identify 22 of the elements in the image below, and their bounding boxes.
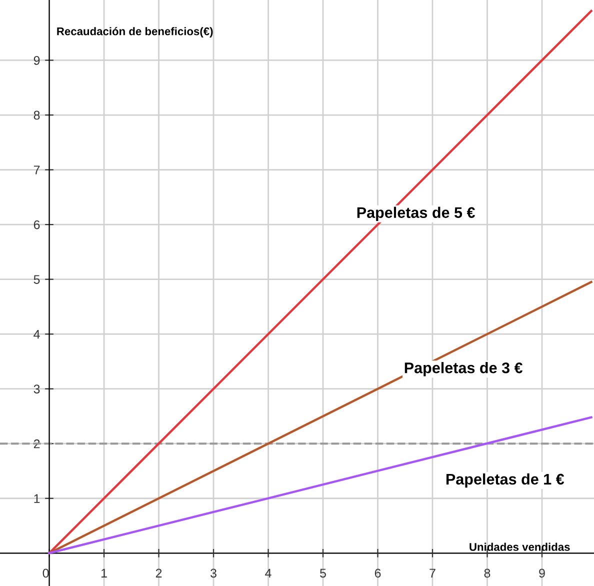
y-tick-label: 7 [34, 166, 40, 174]
x-tick-label: 7 [430, 568, 436, 578]
y-tick-label: 5 [34, 275, 40, 284]
x-tick-label: 1 [101, 568, 107, 578]
y-axis-title: Recaudación de beneficios(€) [57, 27, 213, 38]
series-label: Papeletas de 1 € [446, 473, 564, 488]
x-axis-title: Unidades vendidas [470, 542, 570, 551]
x-tick-label: 9 [539, 568, 545, 578]
series-label: Papeletas de 3 € [404, 362, 523, 376]
y-tick-label: 4 [34, 330, 40, 339]
x-tick-label: 4 [265, 568, 272, 578]
y-tick-label: 1 [34, 494, 40, 503]
series-label: Papeletas de 5 € [357, 206, 475, 222]
x-tick-label: 6 [374, 568, 381, 578]
x-tick-label: 2 [156, 568, 162, 578]
y-tick-label: 9 [34, 56, 40, 65]
x-tick-label: 3 [210, 568, 216, 578]
y-tick-label: 6 [34, 220, 40, 230]
y-tick-label: 3 [34, 384, 40, 394]
x-tick-label: 8 [484, 568, 490, 578]
x-tick-label: 5 [320, 568, 326, 578]
y-tick-label: 8 [34, 110, 40, 120]
